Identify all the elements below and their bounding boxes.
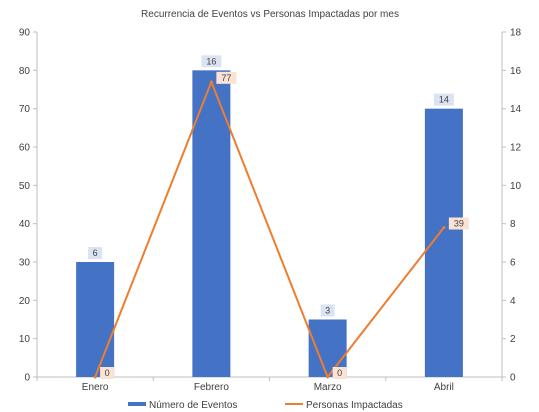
y-left-tick-label: 80 [19,66,31,77]
bar [76,262,115,377]
line-data-label-box [448,217,469,230]
y-left-tick-label: 10 [19,334,31,345]
y-left-tick-label: 40 [19,219,31,230]
y-left-tick-label: 30 [19,258,31,269]
y-left-tick-label: 0 [24,373,30,384]
bar-data-label: 6 [93,248,98,258]
line-point [442,226,446,229]
bar-data-label-box [88,247,103,259]
y-right-tick-label: 18 [510,28,522,39]
y-right-tick-label: 8 [510,219,516,230]
y-left-tick-label: 90 [19,28,31,39]
x-tick-label: Marzo [314,382,342,393]
line-point [93,375,97,379]
legend-label-personas: Personas Impactadas [306,400,403,411]
line-data-label: 77 [221,73,231,83]
y-right-tick-label: 6 [510,258,516,269]
legend-label-eventos: Número de Eventos [149,400,237,411]
line-point [326,375,330,379]
line-data-label: 0 [337,368,342,378]
line-series [93,80,446,379]
x-tick-label: Febrero [194,382,229,393]
x-tick-label: Abril [434,382,454,393]
bar [192,70,231,377]
line-data-label-box [100,367,115,379]
line-data-label-box [332,367,347,379]
y-left-tick-label: 20 [19,296,31,307]
y-right-tick-label: 0 [510,373,516,384]
y-left-tick-label: 50 [19,181,31,192]
data-labels: 6 16 3 14 0 77 0 39 [88,55,469,379]
y-right-tick-label: 2 [510,334,516,345]
y-right-tick-label: 4 [510,296,516,307]
bar-data-label: 14 [439,95,449,105]
bar-data-label-box [320,304,335,317]
bar [424,108,463,378]
bar-data-label-box [433,93,454,106]
line-path [94,80,445,378]
chart-title: Recurrencia de Eventos vs Personas Impac… [141,9,399,20]
bar-data-label: 16 [206,56,216,66]
y-right-tick-label: 10 [510,181,522,192]
bar-series [76,70,463,378]
chart-legend: Número de Eventos Personas Impactadas [128,400,403,411]
legend-swatch-eventos [128,402,146,406]
y-right-tick-label: 14 [510,104,522,115]
y-right-tick-label: 12 [510,143,522,154]
bar-data-label: 3 [325,306,330,316]
y-right-tick-label: 16 [510,66,522,77]
line-data-label: 0 [105,368,110,378]
line-data-label-box [216,71,237,84]
bar-data-label-box [201,55,222,68]
x-tick-label: Enero [82,382,109,393]
y-left-tick-label: 70 [19,104,31,115]
line-data-label: 39 [454,219,464,229]
line-point [209,80,213,84]
y-left-tick-label: 60 [19,143,31,154]
